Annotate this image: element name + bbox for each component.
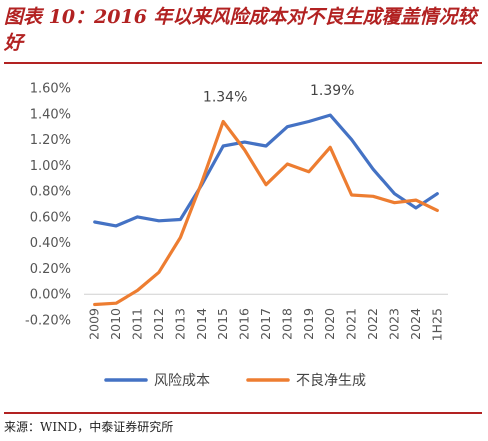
series-lines [93,113,439,307]
y-tick-label: 0.00% [30,288,71,303]
series-line-1 [93,113,439,228]
y-tick-label: 1.00% [30,159,71,174]
x-axis-ticks: 2009 2010 2011 2012 2013 2014 2015 2016 2017 2018… [87,308,445,341]
x-tick-label: 2014 [194,308,209,340]
legend-label: 风险成本 [154,373,210,389]
x-tick-label: 2017 [258,308,273,340]
y-tick-label: 1.60% [30,82,71,97]
y-tick-label: 1.20% [30,133,71,148]
y-tick-label: 0.40% [30,236,71,251]
series-line-2 [93,119,439,307]
legend-label: 不良净生成 [296,373,366,389]
annotation-label: 1.39% [310,83,354,99]
y-tick-label: -0.20% [25,314,71,329]
line-chart: 1.60% 1.40% 1.20% 1.00% 0.80% 0.60% 0.40% 0.20%… [25,82,448,389]
x-tick-label: 2015 [215,308,230,340]
x-tick-label: 2018 [279,308,294,340]
y-tick-label: 1.40% [30,107,71,122]
chart-legend: 风险成本 不良净生成 [104,373,366,389]
y-tick-label: 0.20% [30,262,71,277]
x-tick-label: 2019 [301,308,316,340]
x-tick-label: 2016 [237,308,252,340]
source-note: 来源：WIND，中泰证券研究所 [4,420,174,434]
x-tick-label: 2011 [130,308,145,340]
x-tick-label: 2013 [172,308,187,340]
x-tick-label: 2023 [386,308,401,340]
source-rule [4,412,482,414]
annotation-label: 1.34% [203,90,247,106]
y-tick-label: 0.80% [30,185,71,200]
y-tick-label: 0.60% [30,210,71,225]
x-tick-label: 2010 [108,308,123,340]
x-tick-label: 2024 [408,308,423,340]
y-axis-ticks: 1.60% 1.40% 1.20% 1.00% 0.80% 0.60% 0.40% 0.20%… [25,82,71,329]
title-rule [4,62,482,64]
x-tick-label: 2020 [322,308,337,340]
x-tick-label: 2021 [344,308,359,340]
x-tick-label: 2009 [87,308,102,340]
x-tick-label: 2012 [151,308,166,340]
figure-title: 图表 10：2016 年以来风险成本对不良生成覆盖情况较好 [4,6,477,54]
x-tick-label: 1H25 [429,308,444,341]
x-tick-label: 2022 [365,308,380,340]
chart-annotations: 1.34% 1.39% [203,83,355,105]
